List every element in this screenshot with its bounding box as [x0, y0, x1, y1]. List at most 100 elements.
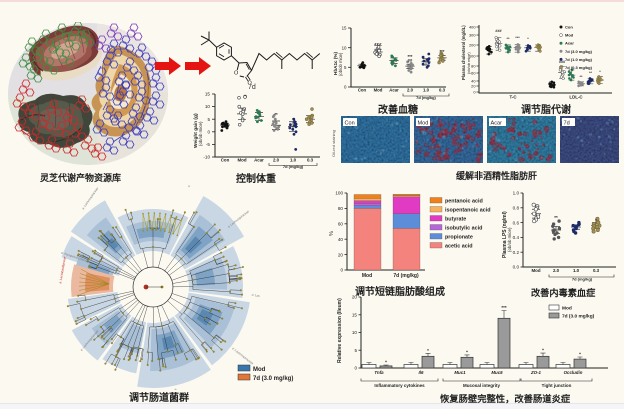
svg-text:Muc1: Muc1 — [454, 370, 466, 375]
svg-text:0.6: 0.6 — [513, 220, 520, 225]
svg-text:7d (3.0 mg/kg): 7d (3.0 mg/kg) — [562, 314, 595, 320]
svg-text:Weight gain (g): Weight gain (g) — [193, 113, 199, 148]
svg-text:Mod: Mod — [237, 158, 246, 163]
svg-text:Mod: Mod — [562, 306, 572, 312]
svg-text:1.0: 1.0 — [423, 88, 430, 93]
svg-text:2.0: 2.0 — [407, 88, 414, 93]
svg-text:Mucosal integrity: Mucosal integrity — [463, 383, 501, 388]
svg-text:20: 20 — [352, 295, 358, 300]
svg-text:##: ## — [408, 58, 413, 63]
svg-text:0: 0 — [354, 366, 357, 371]
svg-text:Mod: Mod — [374, 88, 383, 93]
svg-text:Mod: Mod — [565, 33, 574, 38]
svg-text:%: % — [329, 231, 335, 236]
svg-text:1.0: 1.0 — [290, 158, 297, 163]
svg-text:0.3: 0.3 — [593, 268, 600, 273]
svg-text:pentanoic acid: pentanoic acid — [445, 198, 483, 204]
svg-text:0.0: 0.0 — [513, 265, 520, 270]
svg-text:Mod: Mod — [531, 268, 540, 273]
svg-text:Muc5: Muc5 — [491, 370, 503, 375]
svg-text:Plasma cholesterol (mg/dL): Plasma cholesterol (mg/dL) — [461, 25, 466, 80]
svg-text:15: 15 — [205, 92, 211, 97]
svg-text:60: 60 — [338, 222, 344, 227]
svg-text:5: 5 — [207, 117, 210, 122]
svg-text:**: ** — [274, 112, 278, 117]
svg-text:isopentanoic acid: isopentanoic acid — [445, 207, 491, 213]
svg-text:HbA1c (%): HbA1c (%) — [333, 52, 338, 75]
svg-text:60: 60 — [471, 71, 476, 76]
svg-text:7d (3.0 mg/kg): 7d (3.0 mg/kg) — [565, 49, 593, 54]
svg-text:**: ** — [589, 71, 592, 75]
svg-text:0.4: 0.4 — [513, 235, 520, 240]
svg-text:Tight junction: Tight junction — [542, 383, 572, 388]
svg-text:10: 10 — [205, 104, 211, 109]
svg-text:300: 300 — [469, 33, 476, 38]
svg-text:*: * — [385, 360, 387, 365]
svg-text:*: * — [579, 352, 581, 357]
svg-text:LDL-C: LDL-C — [569, 95, 583, 100]
svg-text:7d (1.0 mg/kg): 7d (1.0 mg/kg) — [565, 57, 593, 62]
svg-text:1.0: 1.0 — [573, 268, 580, 273]
svg-text:(ob/ob mice): (ob/ob mice) — [338, 52, 343, 76]
svg-text:Mod: Mod — [253, 367, 266, 373]
svg-text:7d (mg/kg): 7d (mg/kg) — [572, 277, 593, 282]
svg-text:2.0: 2.0 — [553, 268, 560, 273]
svg-text:20: 20 — [471, 84, 476, 89]
svg-text:O: O — [248, 81, 253, 87]
svg-text:Acar: Acar — [565, 41, 574, 46]
svg-text:Con: Con — [565, 25, 573, 30]
svg-text:Con: Con — [358, 88, 367, 93]
svg-text:T-C: T-C — [509, 95, 517, 100]
svg-text:0.3: 0.3 — [439, 88, 446, 93]
svg-text:Plasma LPS (ng/ml): Plasma LPS (ng/ml) — [502, 211, 508, 258]
svg-text:***: *** — [501, 305, 506, 310]
svg-text:100: 100 — [469, 54, 476, 59]
svg-text:Tnfa: Tnfa — [374, 370, 384, 375]
svg-text:7d: 7d — [564, 120, 570, 126]
svg-text:Acar: Acar — [491, 120, 503, 126]
svg-text:**: ** — [507, 37, 510, 41]
svg-text:5: 5 — [354, 348, 357, 353]
svg-text:a: Lachnospiraceae: a: Lachnospiraceae — [174, 388, 183, 390]
svg-text:7d (mg/kg): 7d (mg/kg) — [283, 164, 304, 169]
svg-text:7d (3.0 mg/kg): 7d (3.0 mg/kg) — [253, 376, 293, 382]
svg-text:###: ### — [495, 29, 502, 33]
svg-text:propionate: propionate — [445, 234, 473, 240]
svg-text:Mod: Mod — [418, 120, 429, 126]
svg-text:a: Lactobacillaceae: a: Lactobacillaceae — [58, 256, 67, 284]
svg-text:0.3: 0.3 — [307, 158, 314, 163]
svg-text:Relative expression (Ileum): Relative expression (Ileum) — [337, 298, 343, 363]
svg-text:7d (mg/kg): 7d (mg/kg) — [416, 95, 436, 100]
svg-text:0: 0 — [207, 129, 210, 134]
svg-text:*: * — [542, 348, 544, 353]
svg-text:a: Lachnospiraceae: a: Lachnospiraceae — [251, 293, 260, 302]
svg-text:5: 5 — [344, 65, 347, 70]
svg-text:10: 10 — [352, 330, 358, 335]
svg-text:***: *** — [440, 49, 445, 54]
svg-text:0: 0 — [473, 90, 476, 95]
svg-text:0: 0 — [340, 268, 343, 273]
svg-text:Acar: Acar — [254, 158, 264, 163]
svg-text:1.0: 1.0 — [513, 191, 520, 196]
svg-text:100: 100 — [335, 191, 343, 196]
svg-text:O: O — [234, 71, 239, 77]
svg-text:*: * — [527, 37, 529, 41]
svg-text:10: 10 — [342, 45, 347, 50]
svg-text:Il6: Il6 — [419, 370, 424, 375]
svg-text:(ob/ob mice): (ob/ob mice) — [507, 227, 512, 252]
svg-text:80: 80 — [471, 64, 476, 69]
svg-text:*: * — [427, 348, 429, 353]
svg-text:butyrate: butyrate — [445, 216, 466, 222]
svg-text:Acar: Acar — [389, 88, 399, 93]
svg-text:15: 15 — [352, 312, 358, 317]
svg-text:*: * — [466, 349, 468, 354]
svg-text:*: * — [599, 70, 601, 74]
svg-text:-10: -10 — [203, 155, 210, 160]
svg-text:a: Lachnospiraceae: a: Lachnospiraceae — [187, 185, 203, 188]
svg-text:ZO-1: ZO-1 — [530, 370, 542, 375]
svg-text:***: *** — [515, 36, 520, 40]
svg-text:Con: Con — [221, 158, 230, 163]
svg-text:isobutylic acid: isobutylic acid — [445, 225, 482, 231]
svg-text:Oil-red staining: Oil-red staining — [331, 130, 336, 157]
svg-text:###: ### — [559, 60, 566, 64]
